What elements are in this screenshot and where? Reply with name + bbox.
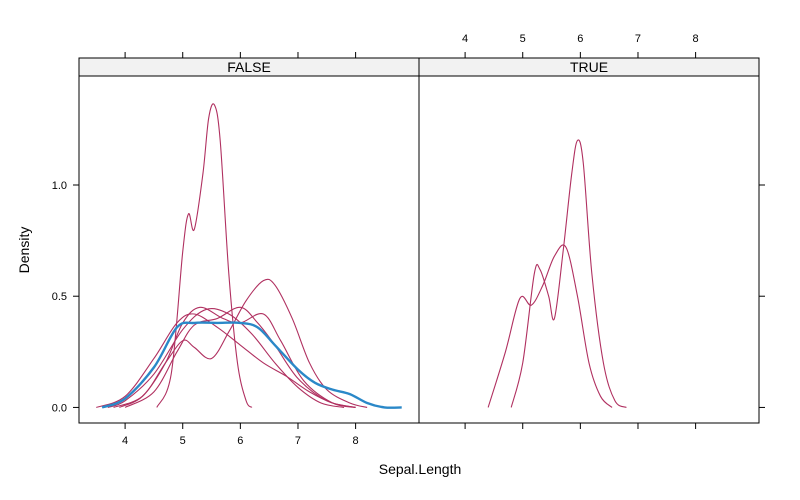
panel-true: TRUE 4 5 6 7 8 bbox=[418, 33, 765, 429]
panel-frame bbox=[418, 75, 760, 424]
x-tick-label: 6 bbox=[237, 435, 243, 447]
density-lines bbox=[487, 139, 627, 408]
x-axis-label: Sepal.Length bbox=[379, 461, 462, 477]
density-line-6 bbox=[124, 306, 356, 408]
density-lines bbox=[96, 103, 402, 409]
x-tick-label: 6 bbox=[577, 33, 583, 45]
density-line-5 bbox=[113, 278, 368, 408]
y-axis-label: Density bbox=[16, 227, 32, 274]
density-line-overall bbox=[101, 321, 402, 409]
y-tick-label: 0.5 bbox=[52, 291, 67, 303]
panels: FALSE 4 5 6 7 8 0.0 0.5 1.0 TRUE 4 5 6 7 8 bbox=[52, 33, 765, 447]
panel-frame bbox=[78, 75, 420, 424]
x-tick-label: 5 bbox=[520, 33, 526, 45]
panel-false: FALSE 4 5 6 7 8 0.0 0.5 1.0 bbox=[52, 52, 420, 447]
y-tick-label: 0.0 bbox=[52, 402, 67, 414]
x-tick-label: 8 bbox=[693, 33, 699, 45]
x-tick-label: 5 bbox=[180, 435, 186, 447]
density-line-2 bbox=[510, 139, 627, 408]
x-tick-label: 4 bbox=[122, 435, 128, 447]
strip-label: FALSE bbox=[227, 59, 271, 75]
density-line-1 bbox=[487, 244, 613, 408]
density-line-3 bbox=[96, 313, 356, 408]
x-tick-label: 4 bbox=[462, 33, 468, 45]
y-tick-label: 1.0 bbox=[52, 180, 67, 192]
x-tick-label: 7 bbox=[635, 33, 641, 45]
density-line-1 bbox=[156, 103, 253, 408]
density-line-2 bbox=[107, 308, 345, 408]
x-tick-label: 8 bbox=[353, 435, 359, 447]
strip-label: TRUE bbox=[570, 59, 608, 75]
x-tick-label: 7 bbox=[295, 435, 301, 447]
